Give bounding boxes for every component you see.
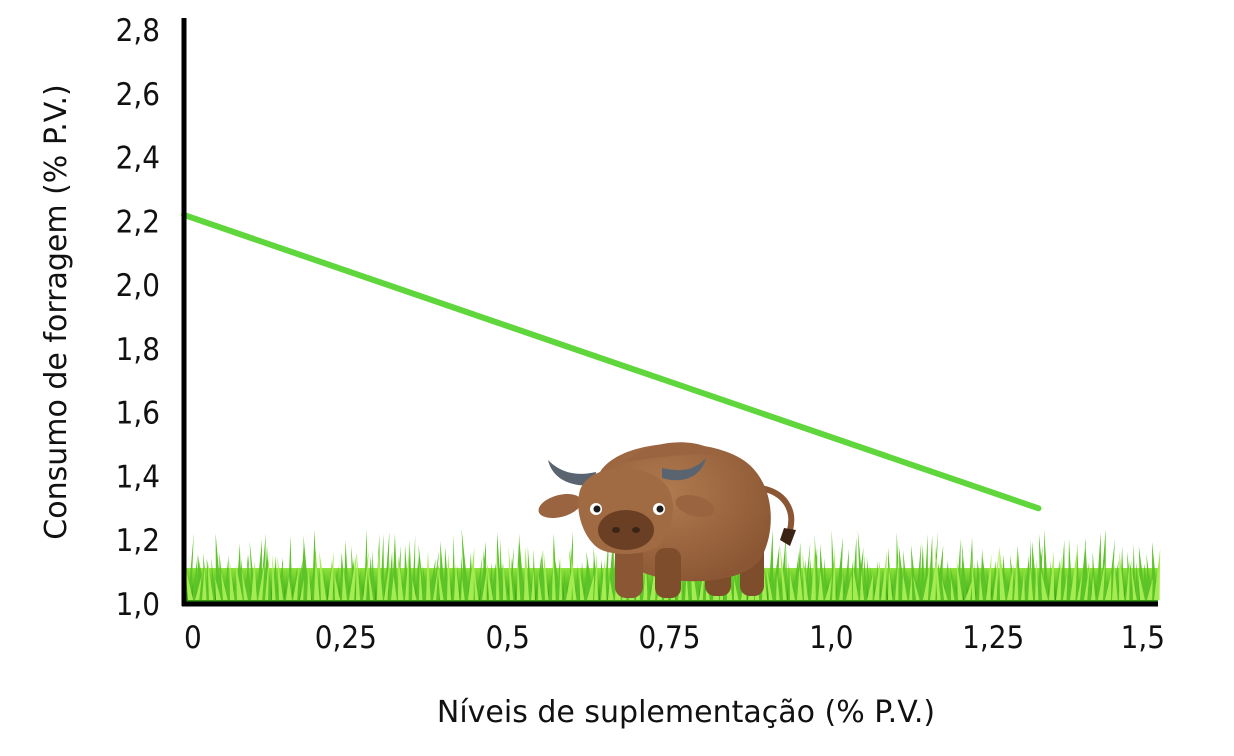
x-axis-title: Níveis de suplementação (% P.V.) xyxy=(437,695,935,730)
x-tick-label: 1,5 xyxy=(1121,620,1165,656)
x-tick-labels: 0 0,25 0,5 0,75 1,0 1,25 1,5 xyxy=(184,620,1165,656)
y-tick-label: 2,6 xyxy=(116,77,160,113)
x-tick-label: 0 xyxy=(184,620,202,656)
series-line xyxy=(181,211,1042,512)
y-tick-label: 1,6 xyxy=(116,396,160,432)
y-tick-label: 2,4 xyxy=(116,141,160,177)
x-tick-label: 0,75 xyxy=(638,620,700,656)
y-tick-label: 2,2 xyxy=(116,204,160,240)
series-layer xyxy=(181,211,1042,512)
y-tick-label: 1,0 xyxy=(116,587,160,623)
x-tick-label: 0,5 xyxy=(485,620,529,656)
bull-illustration xyxy=(538,442,796,598)
x-tick-label: 1,25 xyxy=(962,620,1024,656)
y-tick-label: 2,0 xyxy=(116,268,160,304)
y-tick-label: 1,8 xyxy=(116,332,160,368)
y-tick-label: 1,2 xyxy=(116,523,160,559)
x-tick-label: 0,25 xyxy=(315,620,377,656)
x-tick-label: 1,0 xyxy=(809,620,853,656)
y-axis-title: Consumo de forragem (% P.V.) xyxy=(39,84,74,539)
y-tick-label: 2,8 xyxy=(116,13,160,49)
y-tick-labels: 1,0 1,2 1,4 1,6 1,8 2,0 2,2 2,4 2,6 2,8 xyxy=(116,13,160,623)
y-tick-label: 1,4 xyxy=(116,459,160,495)
